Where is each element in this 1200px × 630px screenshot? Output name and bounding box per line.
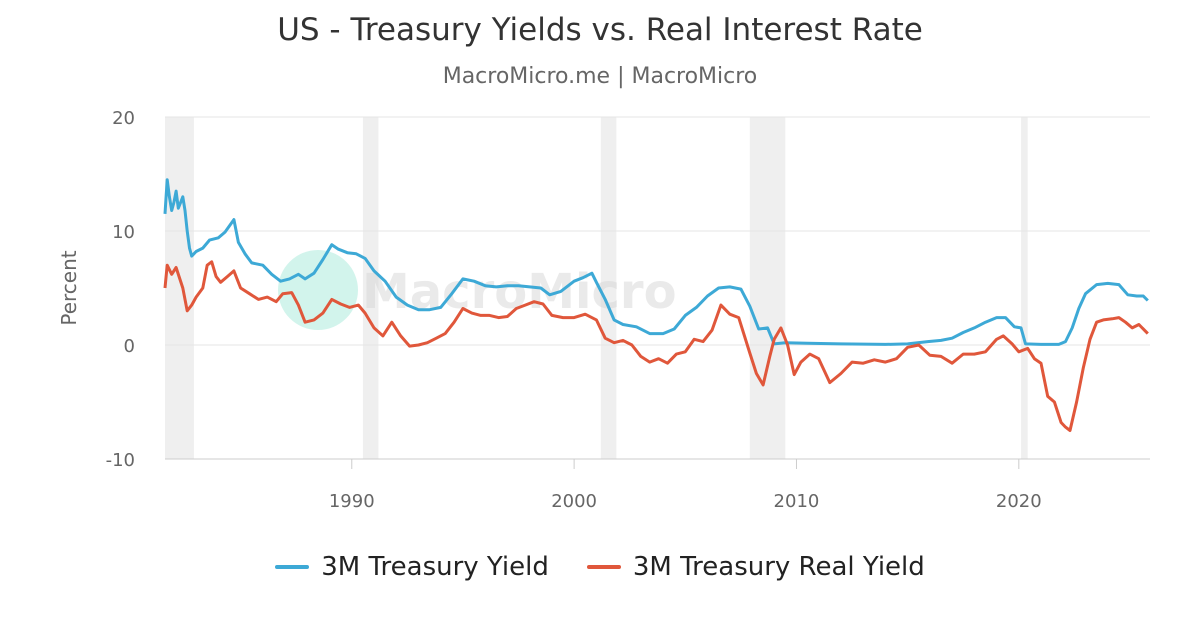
chart-title: US - Treasury Yields vs. Real Interest R… [277,12,923,48]
y-axis-label: Percent [57,250,81,325]
recession-band [600,117,617,459]
chart-subtitle: MacroMicro.me | MacroMicro [442,64,758,89]
watermark-logo-icon [278,250,358,330]
y-tick-label: -10 [106,450,135,471]
grid-lines [165,116,1150,460]
legend-label-real-yield: 3M Treasury Real Yield [632,552,925,582]
legend-item-real-yield[interactable]: 3M Treasury Real Yield [586,552,925,582]
recession-band [1021,117,1028,459]
recession-band [749,117,786,459]
x-tick-label: 2000 [551,491,597,512]
series-line-real-yield[interactable] [163,260,1149,432]
y-tick-label: 0 [124,336,135,357]
recession-bands [165,117,1028,459]
axes: -10 0 10 20 1990 2000 2010 2020 [106,108,1042,512]
watermark: MacroMicro [278,250,677,330]
series-line-yield[interactable] [163,178,1149,346]
series-lines [163,178,1149,432]
y-tick-label: 20 [112,108,135,129]
y-tick-label: 10 [112,222,135,243]
legend-swatch-yield [275,565,310,569]
legend-item-yield[interactable]: 3M Treasury Yield [275,552,549,582]
recession-band [362,117,379,459]
recession-band [165,117,194,459]
legend: 3M Treasury Yield 3M Treasury Real Yield [0,552,1200,582]
x-tick-label: 1990 [329,491,375,512]
watermark-text: MacroMicro [362,264,677,320]
x-tick-label: 2010 [774,491,820,512]
legend-swatch-real-yield [586,565,621,569]
x-tick-label: 2020 [996,491,1042,512]
legend-label-yield: 3M Treasury Yield [321,552,549,582]
